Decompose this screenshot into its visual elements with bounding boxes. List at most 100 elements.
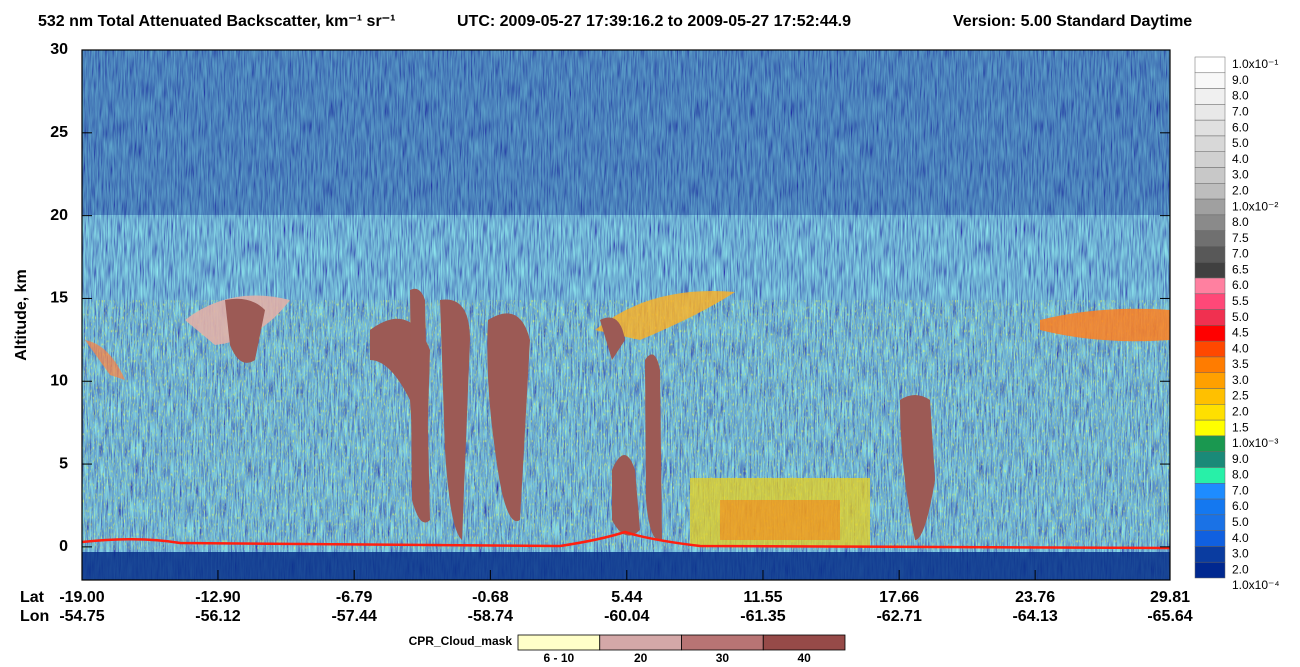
lon-row-label: Lon bbox=[20, 608, 49, 625]
cpr-legend-label: 30 bbox=[716, 651, 730, 665]
lon-tick-label: -60.04 bbox=[604, 608, 649, 625]
colorbar-label: 2.0 bbox=[1232, 405, 1249, 419]
colorbar-label: 7.0 bbox=[1232, 483, 1249, 497]
y-tick-label: 15 bbox=[50, 290, 68, 307]
colorbar-label: 5.0 bbox=[1232, 310, 1249, 324]
cpr-legend-swatch bbox=[762, 634, 846, 651]
colorbar-label: 1.0x10⁻¹ bbox=[1232, 57, 1278, 71]
lat-tick-label: 5.44 bbox=[611, 589, 642, 606]
colorbar-label: 3.5 bbox=[1232, 357, 1249, 371]
colorbar-swatch bbox=[1194, 104, 1226, 121]
colorbar-label: 9.0 bbox=[1232, 452, 1249, 466]
cpr-legend-swatch bbox=[599, 634, 682, 651]
colorbar-swatch bbox=[1194, 514, 1226, 531]
lon-tick-label: -56.12 bbox=[195, 608, 240, 625]
lat-tick-label: 29.81 bbox=[1150, 589, 1190, 606]
colorbar-swatch bbox=[1194, 372, 1226, 389]
lon-tick-label: -64.13 bbox=[1012, 608, 1057, 625]
colorbar-label: 1.0x10⁻² bbox=[1232, 199, 1278, 213]
colorbar-swatch bbox=[1194, 419, 1226, 437]
colorbar-label: 6.0 bbox=[1232, 120, 1249, 134]
colorbar-label: 8.0 bbox=[1232, 215, 1249, 229]
colorbar-swatch bbox=[1194, 293, 1226, 310]
colorbar-label: 9.0 bbox=[1232, 73, 1249, 87]
y-tick-label: 25 bbox=[50, 124, 68, 141]
colorbar-label: 4.0 bbox=[1232, 341, 1249, 355]
lat-tick-label: 11.55 bbox=[743, 589, 782, 606]
colorbar-swatch bbox=[1194, 277, 1226, 295]
lat-row-label: Lat bbox=[20, 589, 45, 606]
colorbar-swatch bbox=[1194, 325, 1226, 342]
colorbar-swatch bbox=[1194, 404, 1226, 421]
plot-frame bbox=[81, 49, 1171, 581]
colorbar-label: 3.0 bbox=[1232, 168, 1249, 182]
colorbar-swatch bbox=[1194, 356, 1226, 374]
y-tick-label: 10 bbox=[50, 372, 68, 389]
colorbar-label: 3.0 bbox=[1232, 547, 1249, 561]
lat-tick-label: 23.76 bbox=[1015, 589, 1055, 606]
colorbar-label: 4.0 bbox=[1232, 531, 1249, 545]
y-tick-label: 0 bbox=[59, 538, 68, 555]
colorbar-swatch bbox=[1194, 135, 1226, 152]
colorbar-label: 4.0 bbox=[1232, 152, 1249, 166]
backscatter-image bbox=[82, 50, 1170, 580]
colorbar-label: 7.5 bbox=[1232, 231, 1249, 245]
lat-tick-label: -0.68 bbox=[472, 589, 509, 606]
colorbar-swatch bbox=[1194, 309, 1226, 326]
lon-tick-label: -62.71 bbox=[876, 608, 921, 625]
colorbar-label: 2.5 bbox=[1232, 389, 1249, 403]
lon-tick-label: -65.64 bbox=[1147, 608, 1192, 625]
lon-tick-label: -57.44 bbox=[331, 608, 376, 625]
colorbar-swatch bbox=[1194, 530, 1226, 547]
colorbar-label: 5.0 bbox=[1232, 515, 1249, 529]
colorbar-swatch bbox=[1194, 483, 1226, 500]
cpr-legend-label: 6 - 10 bbox=[544, 651, 575, 665]
chart-subtitle: UTC: 2009-05-27 17:39:16.2 to 2009-05-27… bbox=[457, 13, 851, 30]
colorbar-swatch bbox=[1194, 167, 1226, 184]
version-label: Version: 5.00 Standard Daytime bbox=[953, 13, 1192, 30]
y-tick-label: 30 bbox=[50, 41, 68, 58]
colorbar-swatch bbox=[1194, 246, 1226, 263]
colorbar-label: 1.0x10⁻⁴ bbox=[1232, 578, 1280, 592]
colorbar-swatch bbox=[1194, 261, 1226, 279]
colorbar-swatch bbox=[1194, 230, 1226, 247]
colorbar-label: 8.0 bbox=[1232, 89, 1249, 103]
lat-tick-label: -6.79 bbox=[336, 589, 373, 606]
colorbar-swatch bbox=[1194, 388, 1226, 405]
colorbar-swatch bbox=[1194, 435, 1226, 452]
colorbar-label: 1.0x10⁻³ bbox=[1232, 436, 1278, 450]
colorbar-label: 7.0 bbox=[1232, 247, 1249, 261]
colorbar-swatch bbox=[1194, 451, 1226, 468]
colorbar-swatch bbox=[1194, 498, 1226, 516]
cpr-legend-label: 40 bbox=[797, 651, 811, 665]
colorbar-swatch bbox=[1194, 214, 1226, 231]
cpr-legend-swatch bbox=[517, 634, 601, 651]
colorbar-swatch bbox=[1194, 151, 1226, 168]
lat-tick-label: -19.00 bbox=[59, 589, 104, 606]
chart-title: 532 nm Total Attenuated Backscatter, km⁻… bbox=[38, 13, 395, 30]
colorbar-label: 8.0 bbox=[1232, 468, 1249, 482]
y-tick-label: 20 bbox=[50, 207, 68, 224]
colorbar-swatch bbox=[1194, 88, 1226, 105]
lon-tick-label: -54.75 bbox=[59, 608, 104, 625]
cpr-legend-swatch bbox=[681, 634, 764, 651]
colorbar-swatch bbox=[1194, 183, 1226, 200]
colorbar-label: 4.5 bbox=[1232, 326, 1249, 340]
lat-tick-label: -12.90 bbox=[195, 589, 240, 606]
cpr-legend-title: CPR_Cloud_mask bbox=[409, 634, 513, 648]
colorbar-label: 7.0 bbox=[1232, 105, 1249, 119]
cpr-legend-label: 20 bbox=[634, 651, 648, 665]
colorbar-label: 6.0 bbox=[1232, 499, 1249, 513]
lon-tick-label: -61.35 bbox=[740, 608, 785, 625]
colorbar-swatch bbox=[1194, 198, 1226, 216]
colorbar-swatch bbox=[1194, 340, 1226, 358]
colorbar-label: 2.0 bbox=[1232, 562, 1249, 576]
colorbar-swatch bbox=[1194, 72, 1226, 89]
colorbar-swatch bbox=[1194, 561, 1226, 579]
colorbar-swatch bbox=[1194, 119, 1226, 137]
colorbar-label: 5.5 bbox=[1232, 294, 1249, 308]
colorbar-swatch bbox=[1194, 56, 1226, 74]
y-tick-label: 5 bbox=[59, 455, 68, 472]
colorbar-label: 6.0 bbox=[1232, 278, 1249, 292]
colorbar-swatch bbox=[1194, 467, 1226, 484]
